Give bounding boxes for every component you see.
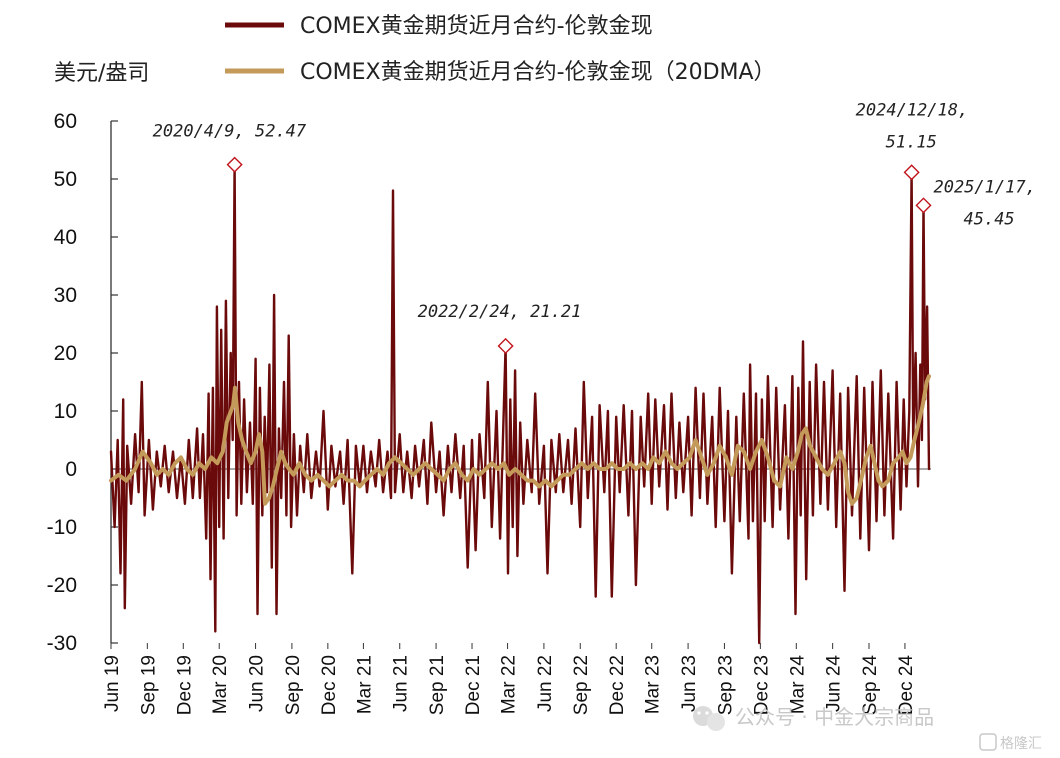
annotations: 2020/4/9, 52.47 2022/2/24, 21.21 2024/12/1… [153, 100, 1036, 355]
annotation-label-line2: 45.45 [963, 209, 1014, 229]
x-tick-label: Jun 21 [391, 655, 412, 712]
x-tick-label: Mar 22 [499, 655, 520, 714]
x-tick-label: Dec 22 [607, 655, 628, 715]
watermark-logo-icon [979, 733, 997, 751]
watermark: 公众号 · 中金大宗商品 格隆汇 [693, 705, 1042, 752]
legend-label-series1: COMEX黄金期货近月合约-伦敦金现 [300, 14, 653, 39]
watermark-text: 公众号 · 中金大宗商品 [735, 705, 934, 729]
x-tick-label: Jun 19 [102, 655, 123, 712]
x-tick-label: Mar 21 [354, 655, 375, 714]
annotation-marker [903, 164, 920, 181]
annotation-marker [226, 156, 243, 173]
annotation-label: 2020/4/9, 52.47 [153, 122, 307, 142]
x-tick-label: Sep 24 [860, 655, 881, 716]
annotation-marker [915, 197, 932, 214]
y-tick-label: -20 [47, 574, 77, 597]
x-tick-label: Mar 24 [787, 655, 808, 715]
x-tick-label: Sep 21 [427, 655, 448, 715]
legend: COMEX黄金期货近月合约-伦敦金现 COMEX黄金期货近月合约-伦敦金现（20… [225, 14, 776, 85]
series-20dma-line [109, 374, 931, 506]
x-tick-label: Sep 20 [283, 655, 304, 715]
y-tick-label: 10 [54, 400, 77, 423]
x-tick-label: Sep 19 [138, 655, 159, 715]
y-tick-label: -10 [47, 516, 77, 539]
x-tick-label: Jun 22 [535, 655, 556, 712]
y-tick-label: 50 [54, 168, 77, 191]
x-tick-label: Sep 23 [715, 655, 736, 715]
y-tick-label: 20 [54, 342, 77, 365]
annotation-label-line1: 2025/1/17, [933, 177, 1035, 197]
y-tick-label: 60 [54, 110, 77, 133]
y-tick-label: 40 [54, 226, 77, 249]
wechat-icon [693, 706, 725, 731]
x-tick-label: Dec 23 [751, 655, 772, 715]
x-tick-label: Dec 24 [896, 655, 917, 716]
x-tick-label: Dec 20 [319, 655, 340, 715]
y-unit-label: 美元/盎司 [54, 61, 149, 86]
x-tick-label: Jun 24 [824, 655, 845, 712]
annotation-label: 2022/2/24, 21.21 [418, 302, 582, 322]
x-tick-label: Sep 22 [571, 655, 592, 715]
x-tick-label: Mar 20 [210, 655, 231, 714]
y-tick-label: 0 [65, 458, 77, 481]
annotation-label-line1: 2024/12/18, [856, 100, 969, 120]
annotation-label-line2: 51.15 [886, 132, 937, 152]
y-tick-label: 30 [54, 284, 77, 307]
legend-label-series2: COMEX黄金期货近月合约-伦敦金现（20DMA） [300, 60, 776, 85]
x-tick-label: Jun 23 [679, 655, 700, 712]
x-ticks: Jun 19 Sep 19 Dec 19 Mar 20 Jun 20 Sep 20 Dec … [102, 643, 917, 715]
y-ticks: -30 -20 -10 0 10 20 30 40 50 60 [47, 110, 118, 655]
series-layer [109, 163, 931, 645]
x-tick-label: Jun 20 [247, 655, 268, 712]
x-tick-label: Dec 19 [174, 655, 195, 715]
watermark-logo-text: 格隆汇 [1000, 736, 1042, 752]
annotation-marker [497, 337, 514, 355]
x-tick-label: Mar 23 [643, 655, 664, 714]
x-tick-label: Dec 21 [463, 655, 484, 715]
y-tick-label: -30 [47, 632, 77, 655]
